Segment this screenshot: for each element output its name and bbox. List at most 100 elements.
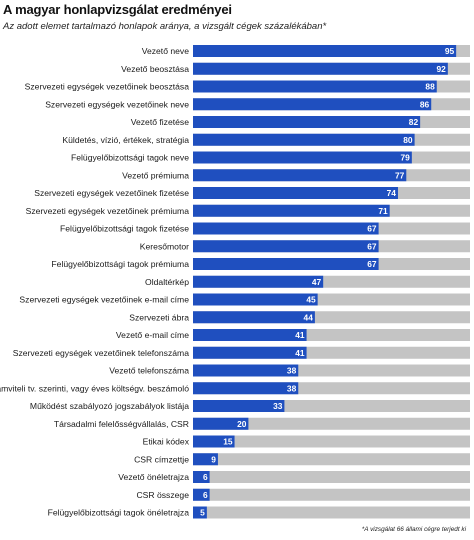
bar — [193, 417, 249, 430]
bar-row: Vezető e-mail címe 41 — [116, 329, 470, 341]
bar-row: Szervezeti egységek vezetőinek neve 86 — [45, 98, 470, 111]
bar — [193, 62, 448, 75]
value-label: 38 — [287, 366, 297, 376]
value-label: 15 — [223, 437, 233, 447]
bar — [193, 506, 207, 519]
bar — [193, 293, 318, 306]
chart-title: A magyar honlapvizsgálat eredményei — [3, 2, 232, 17]
category-label: Vezető neve — [142, 46, 190, 56]
category-label: Működést szabályozó jogszabályok listája — [30, 401, 189, 411]
bar-row: Szervezeti egységek vezetőinek telefonsz… — [13, 346, 470, 359]
value-label: 86 — [420, 99, 430, 109]
bar-row: Felügyelőbizottsági tagok fizetése 67 — [60, 222, 470, 235]
bar-row: Szervezeti egységek vezetőinek fizetése 7… — [34, 187, 470, 199]
bar — [193, 133, 415, 146]
bar-track — [193, 417, 470, 430]
bar — [193, 240, 379, 253]
bar — [193, 116, 421, 128]
bar-row: Szervezeti egységek vezetőinek e-mail cí… — [19, 293, 470, 306]
bar-row: Működést szabályozó jogszabályok listája… — [30, 400, 470, 412]
category-label: Vezető fizetése — [131, 117, 190, 127]
bar — [193, 187, 398, 199]
bar-row: Szervezeti egységek vezetőinek beosztása… — [25, 80, 470, 93]
category-label: Számviteli tv. szerinti, vagy éves költs… — [0, 383, 189, 393]
bar-row: Vezető neve 95 — [142, 45, 470, 57]
bar — [193, 471, 210, 483]
bar — [193, 400, 285, 412]
value-label: 82 — [409, 117, 419, 127]
category-label: Társadalmi felelősségvállalás, CSR — [54, 419, 189, 429]
bar — [193, 488, 210, 501]
category-label: Vezető telefonszáma — [109, 366, 189, 376]
bar-row: Vezető fizetése 82 — [131, 116, 470, 128]
value-label: 71 — [378, 206, 388, 216]
bar-row: Oldaltérkép 47 — [145, 275, 470, 288]
value-label: 92 — [437, 64, 447, 74]
bar-row: Felügyelőbizottsági tagok prémiuma 67 — [51, 258, 470, 270]
category-label: CSR címzettje — [134, 454, 189, 464]
category-label: Szervezeti egységek vezetőinek e-mail cí… — [19, 295, 189, 305]
bar — [193, 98, 432, 111]
value-label: 67 — [367, 224, 377, 234]
value-label: 80 — [403, 135, 413, 145]
value-label: 20 — [237, 419, 247, 429]
category-label: Szervezeti egységek vezetőinek telefonsz… — [13, 348, 189, 358]
bar-row: Vezető prémiuma 77 — [122, 169, 470, 182]
category-label: Felügyelőbizottsági tagok prémiuma — [51, 259, 189, 269]
category-label: Szervezeti egységek vezetőinek beosztása — [25, 82, 190, 92]
chart-footnote: *A vizsgálat 66 állami cégre terjedt ki — [361, 526, 466, 533]
bar-row: Keresőmotor 67 — [140, 240, 470, 253]
category-label: Felügyelőbizottsági tagok önéletrajza — [48, 508, 190, 518]
bar-track — [193, 488, 470, 501]
bar-row: Szervezeti ábra 44 — [129, 311, 470, 324]
bar-row: CSR címzettje 9 — [134, 453, 470, 466]
bar — [193, 80, 437, 93]
bar — [193, 453, 218, 466]
bar-row: Felügyelőbizottsági tagok neve 79 — [71, 151, 470, 164]
category-label: Felügyelőbizottsági tagok neve — [71, 153, 189, 163]
category-label: Küldetés, vízió, értékek, stratégia — [62, 135, 189, 145]
value-label: 45 — [306, 295, 316, 305]
category-label: CSR összege — [136, 490, 189, 500]
bar — [193, 275, 324, 288]
bar — [193, 364, 299, 377]
category-label: Vezető beosztása — [121, 64, 189, 74]
bar-track — [193, 453, 470, 466]
bar — [193, 169, 407, 182]
category-label: Vezető prémiuma — [122, 170, 189, 180]
bar-row: Szervezeti egységek vezetőinek prémiuma 7… — [26, 204, 470, 217]
category-label: Etikai kódex — [143, 437, 190, 447]
value-label: 47 — [312, 277, 322, 287]
category-label: Felügyelőbizottsági tagok fizetése — [60, 224, 189, 234]
category-label: Szervezeti egységek vezetőinek fizetése — [34, 188, 189, 198]
bar-row: Számviteli tv. szerinti, vagy éves költs… — [0, 382, 470, 395]
bar — [193, 45, 457, 57]
bar — [193, 258, 379, 270]
bar-row: Vezető telefonszáma 38 — [109, 364, 470, 377]
value-label: 77 — [395, 170, 405, 180]
chart-subtitle: Az adott elemet tartalmazó honlapok arán… — [3, 21, 327, 32]
value-label: 33 — [273, 401, 283, 411]
category-label: Vezető önéletrajza — [118, 472, 189, 482]
value-label: 6 — [203, 472, 208, 482]
bar-track — [193, 471, 470, 483]
value-label: 5 — [200, 508, 205, 518]
bar — [193, 346, 307, 359]
bar — [193, 204, 390, 217]
value-label: 88 — [425, 82, 435, 92]
value-label: 9 — [211, 454, 216, 464]
bar — [193, 222, 379, 235]
bar-track — [193, 435, 470, 448]
value-label: 44 — [304, 312, 314, 322]
bar-row: Vezető önéletrajza 6 — [118, 471, 470, 483]
value-label: 95 — [445, 46, 455, 56]
bar-track — [193, 506, 470, 519]
category-label: Vezető e-mail címe — [116, 330, 189, 340]
bar-row: Társadalmi felelősségvállalás, CSR 20 — [54, 417, 470, 430]
bar — [193, 151, 412, 164]
category-label: Szervezeti ábra — [129, 312, 189, 322]
category-label: Oldaltérkép — [145, 277, 189, 287]
bar-row: Vezető beosztása 92 — [121, 62, 470, 75]
value-label: 67 — [367, 259, 377, 269]
